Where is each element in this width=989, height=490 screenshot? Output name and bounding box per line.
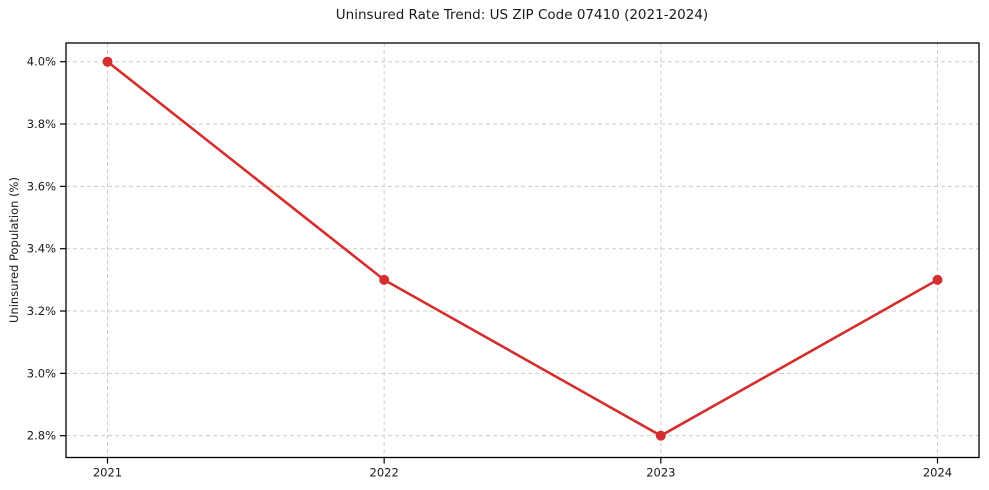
- x-tick-label: 2021: [93, 466, 122, 480]
- data-point-marker: [102, 56, 113, 67]
- x-tick-label: 2024: [923, 466, 952, 480]
- y-tick-label: 3.6%: [27, 179, 56, 193]
- data-point-marker: [655, 430, 666, 441]
- data-point-marker: [379, 274, 390, 285]
- plot-border: [65, 42, 980, 459]
- y-tick-label: 3.4%: [27, 242, 56, 256]
- data-point-marker: [932, 274, 943, 285]
- trend-line: [106, 60, 939, 437]
- chart-title: Uninsured Rate Trend: US ZIP Code 07410 …: [335, 7, 709, 23]
- y-tick-label: 2.8%: [27, 429, 56, 443]
- x-tick-label: 2023: [646, 466, 675, 480]
- y-tick-label: 3.0%: [27, 366, 56, 380]
- y-tick-label: 3.2%: [27, 304, 56, 318]
- x-tick-label: 2022: [370, 466, 399, 480]
- y-tick-label: 3.8%: [27, 117, 56, 131]
- y-tick-label: 4.0%: [27, 55, 56, 69]
